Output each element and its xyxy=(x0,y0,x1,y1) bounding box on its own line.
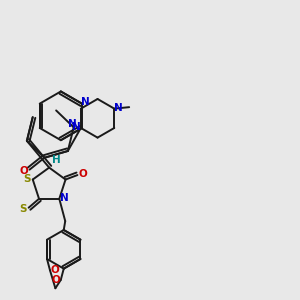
Text: N: N xyxy=(68,119,76,129)
Text: S: S xyxy=(20,204,27,214)
Text: O: O xyxy=(20,167,28,176)
Text: O: O xyxy=(50,265,59,275)
Text: O: O xyxy=(52,275,60,285)
Text: N: N xyxy=(72,122,80,132)
Text: O: O xyxy=(78,169,87,179)
Text: H: H xyxy=(52,155,61,165)
Text: N: N xyxy=(81,98,90,107)
Text: N: N xyxy=(60,193,69,203)
Text: S: S xyxy=(24,174,31,184)
Text: N: N xyxy=(114,103,123,113)
